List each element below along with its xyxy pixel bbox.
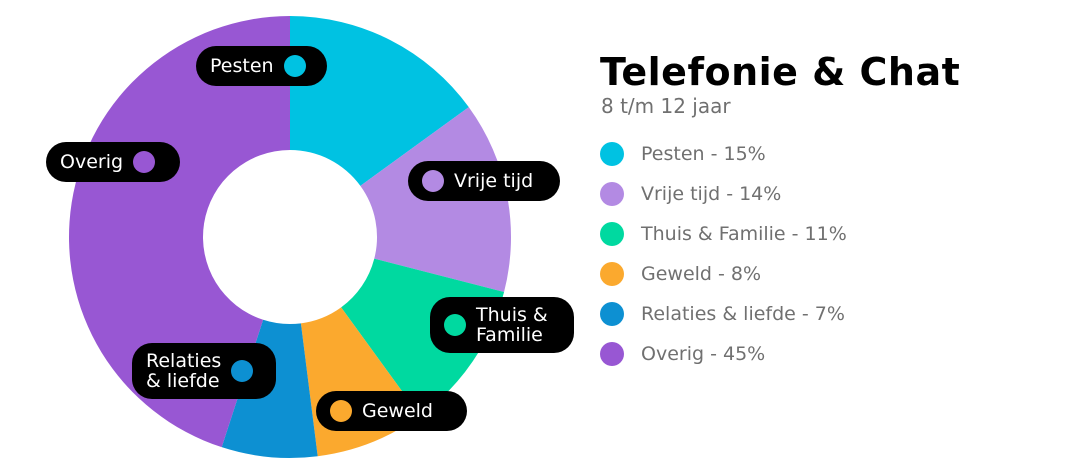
legend-item-geweld: Geweld - 8% bbox=[600, 254, 847, 294]
legend-item-relaties-liefde: Relaties & liefde - 7% bbox=[600, 294, 847, 334]
pie-label-overig: Overig bbox=[46, 142, 180, 182]
pie-label-relaties-liefde-line2: & liefde bbox=[146, 370, 220, 392]
legend-swatch-overig bbox=[600, 342, 624, 366]
legend-swatch-geweld bbox=[600, 262, 624, 286]
legend-text-vrije-tijd: Vrije tijd - 14% bbox=[641, 183, 782, 205]
legend-item-vrije-tijd: Vrije tijd - 14% bbox=[600, 174, 847, 214]
pie-label-thuis-familie-line2: Familie bbox=[476, 324, 543, 346]
legend-swatch-thuis-familie bbox=[600, 222, 624, 246]
legend-swatch-relaties-liefde bbox=[600, 302, 624, 326]
pie-label-vrije-tijd-dot bbox=[422, 170, 444, 192]
pie-label-thuis-familie-line1: Thuis & bbox=[476, 304, 548, 326]
chart-subtitle: 8 t/m 12 jaar bbox=[601, 94, 731, 118]
pie-label-relaties-liefde-line1: Relaties bbox=[146, 350, 222, 372]
pie-label-thuis-familie: Thuis & Familie bbox=[430, 297, 574, 353]
pie-label-pesten-dot bbox=[283, 55, 306, 77]
legend-swatch-vrije-tijd bbox=[600, 182, 624, 206]
legend-text-overig: Overig - 45% bbox=[641, 343, 766, 365]
chart-legend: Pesten - 15% Vrije tijd - 14% Thuis & Fa… bbox=[600, 134, 847, 374]
pie-label-pesten-text: Pesten bbox=[210, 55, 274, 77]
pie-label-vrije-tijd-text: Vrije tijd bbox=[454, 170, 534, 192]
legend-text-relaties-liefde: Relaties & liefde - 7% bbox=[641, 303, 845, 325]
legend-item-thuis-familie: Thuis & Familie - 11% bbox=[600, 214, 847, 254]
pie-label-thuis-familie-dot bbox=[444, 314, 466, 336]
pie-label-pesten: Pesten bbox=[196, 46, 327, 86]
donut-slice-overig bbox=[68, 16, 290, 448]
legend-item-overig: Overig - 45% bbox=[600, 334, 847, 374]
pie-label-overig-text: Overig bbox=[60, 151, 124, 173]
legend-item-pesten: Pesten - 15% bbox=[600, 134, 847, 174]
pie-label-relaties-liefde: Relaties & liefde bbox=[132, 343, 276, 399]
pie-label-geweld-dot bbox=[330, 400, 352, 422]
legend-text-geweld: Geweld - 8% bbox=[641, 263, 762, 285]
pie-label-relaties-liefde-dot bbox=[231, 360, 254, 382]
pie-label-vrije-tijd: Vrije tijd bbox=[408, 161, 560, 201]
donut-slice-pesten bbox=[290, 16, 469, 186]
legend-text-thuis-familie: Thuis & Familie - 11% bbox=[641, 223, 847, 245]
pie-label-geweld: Geweld bbox=[316, 391, 467, 431]
chart-title: Telefonie & Chat bbox=[600, 50, 961, 94]
pie-label-geweld-text: Geweld bbox=[362, 400, 433, 422]
legend-text-pesten: Pesten - 15% bbox=[641, 143, 766, 165]
pie-label-overig-dot bbox=[133, 151, 156, 173]
legend-swatch-pesten bbox=[600, 142, 624, 166]
